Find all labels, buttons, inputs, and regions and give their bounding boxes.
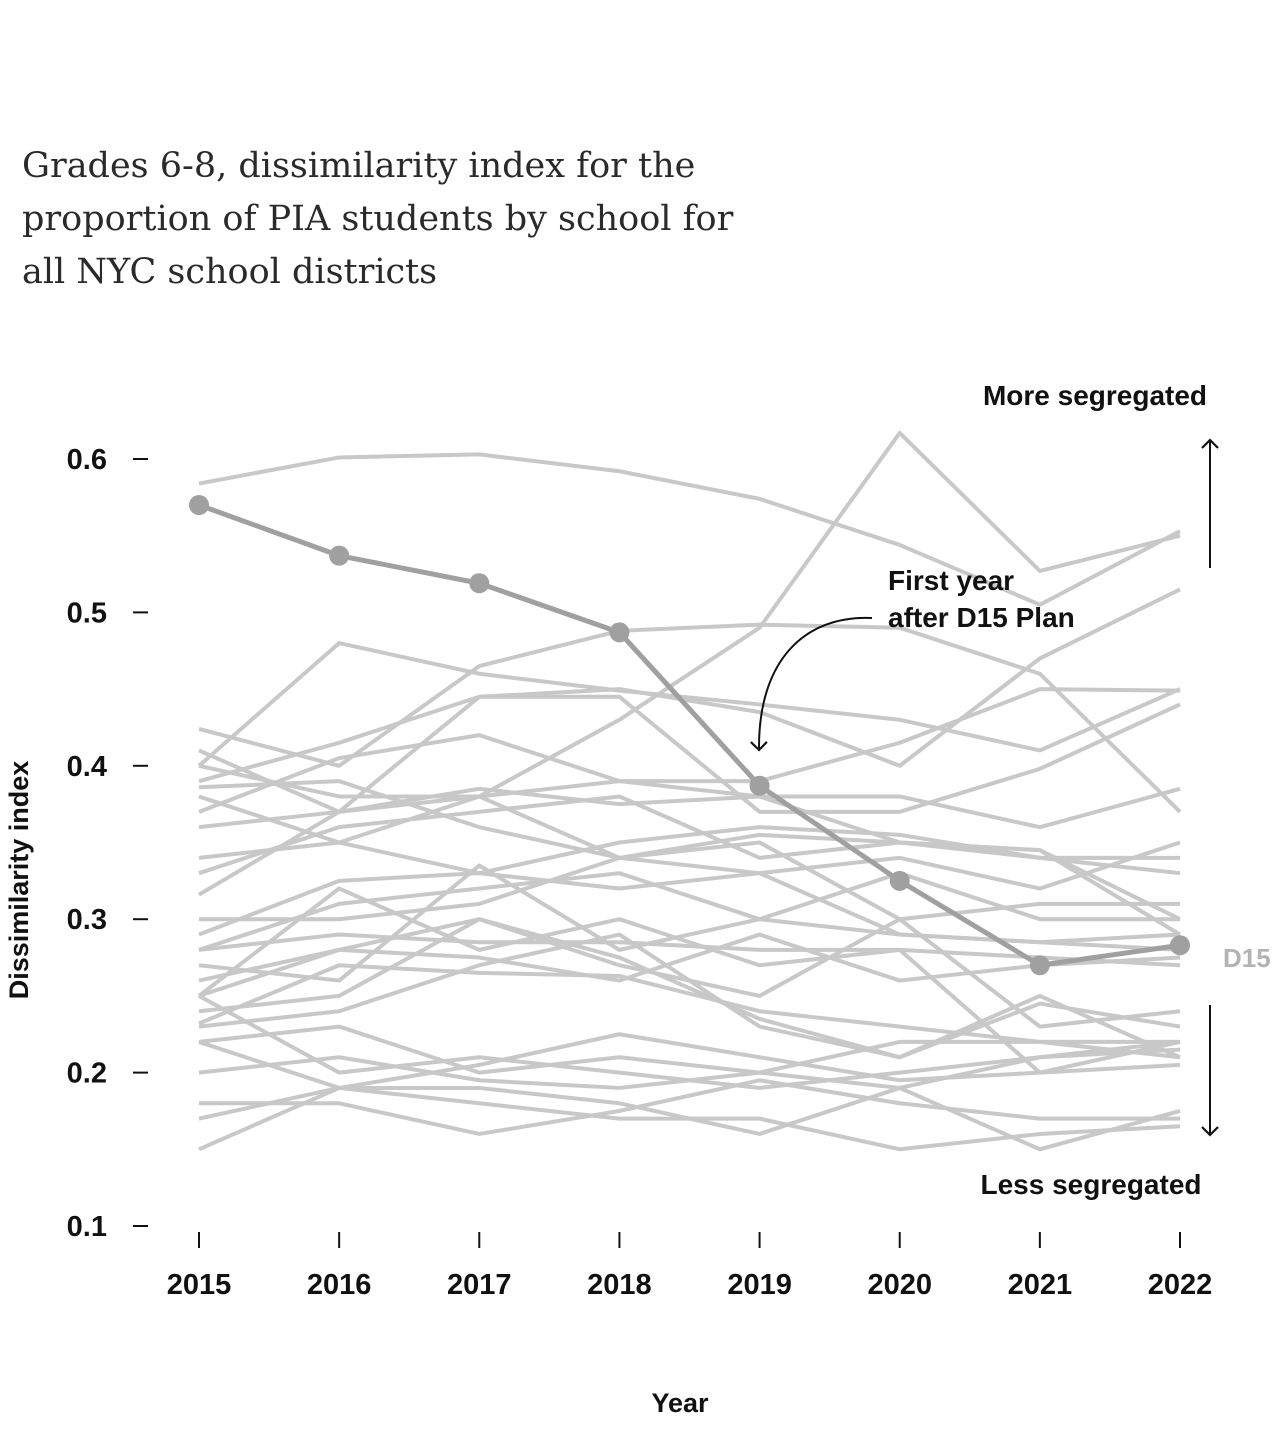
x-axis: 2015 2016 2017 2018 2019 2020 2021 2022 (167, 1232, 1213, 1301)
x-axis-label: Year (651, 1388, 709, 1418)
district-series-line (198, 917, 1181, 1060)
title-line-3: all NYC school districts (22, 252, 438, 292)
annotation-line-1: First year (888, 565, 1014, 596)
chart-title: Grades 6-8, dissimilarity index for the … (22, 140, 922, 299)
background-series (197, 430, 1182, 1152)
title-line-2: proportion of PIA students by school for (22, 199, 734, 239)
x-tick-label: 2020 (867, 1269, 932, 1301)
district-series-line (198, 694, 1181, 830)
d15-series-label: D15 (1223, 943, 1271, 973)
district-series-line (198, 430, 1181, 845)
highlight-series (189, 495, 1190, 976)
district-series-line (198, 587, 1181, 784)
district-series-line (198, 825, 1180, 876)
x-tick-label: 2017 (447, 1269, 512, 1301)
district-series-line (198, 794, 1182, 937)
district-series-line (198, 840, 1181, 937)
district-series-line (198, 932, 1181, 998)
x-tick-label: 2015 (167, 1269, 232, 1301)
district-series-line (198, 932, 1181, 968)
x-tick-label: 2016 (307, 1269, 372, 1301)
district-series-line (198, 687, 1181, 814)
d15-data-point (1170, 935, 1190, 956)
district-series-line (198, 1024, 1181, 1075)
x-tick-label: 2019 (727, 1269, 792, 1301)
y-tick-label: 0.6 (67, 444, 107, 476)
district-series-line (197, 794, 1180, 922)
district-series-line (197, 641, 1181, 768)
d15-series-line (198, 502, 1181, 968)
district-series-line (197, 886, 1181, 1075)
d15-data-point (1029, 955, 1050, 976)
d15-data-point (609, 622, 630, 643)
y-tick-label: 0.1 (67, 1211, 107, 1243)
y-tick-label: 0.3 (67, 904, 107, 936)
district-series-line (198, 963, 1180, 1044)
y-axis: 0.1 0.2 0.3 0.4 0.5 0.6 (67, 444, 148, 1243)
x-tick-label: 2022 (1148, 1269, 1213, 1301)
d15-data-point (189, 495, 209, 516)
district-series-line (198, 1085, 1181, 1152)
y-axis-label: Dissimilarity index (4, 761, 34, 1000)
district-series-line (198, 863, 1181, 983)
district-series-line (198, 622, 1182, 814)
district-series-line (198, 1039, 1181, 1090)
d15-data-point (469, 573, 490, 594)
annotation-line-2: after D15 Plan (888, 602, 1075, 633)
district-series-line (198, 1032, 1181, 1090)
district-series-line (199, 855, 1181, 945)
y-tick-label: 0.2 (67, 1058, 107, 1090)
y-tick-label: 0.5 (67, 597, 107, 629)
x-tick-label: 2018 (587, 1269, 652, 1301)
annotation-arrow (750, 616, 873, 752)
district-series-line (198, 452, 1181, 607)
y-tick-label: 0.4 (67, 751, 107, 783)
district-series-line (199, 1078, 1180, 1136)
less-segregated-label: Less segregated (981, 1169, 1202, 1200)
title-line-1: Grades 6-8, dissimilarity index for the (22, 146, 696, 186)
x-tick-label: 2021 (1008, 1269, 1073, 1301)
d15-data-point (329, 545, 350, 566)
more-segregated-label: More segregated (983, 380, 1207, 411)
d15-data-point (749, 775, 770, 796)
district-series-line (198, 932, 1181, 1060)
district-series-line (198, 871, 1180, 952)
d15-data-point (889, 870, 910, 891)
